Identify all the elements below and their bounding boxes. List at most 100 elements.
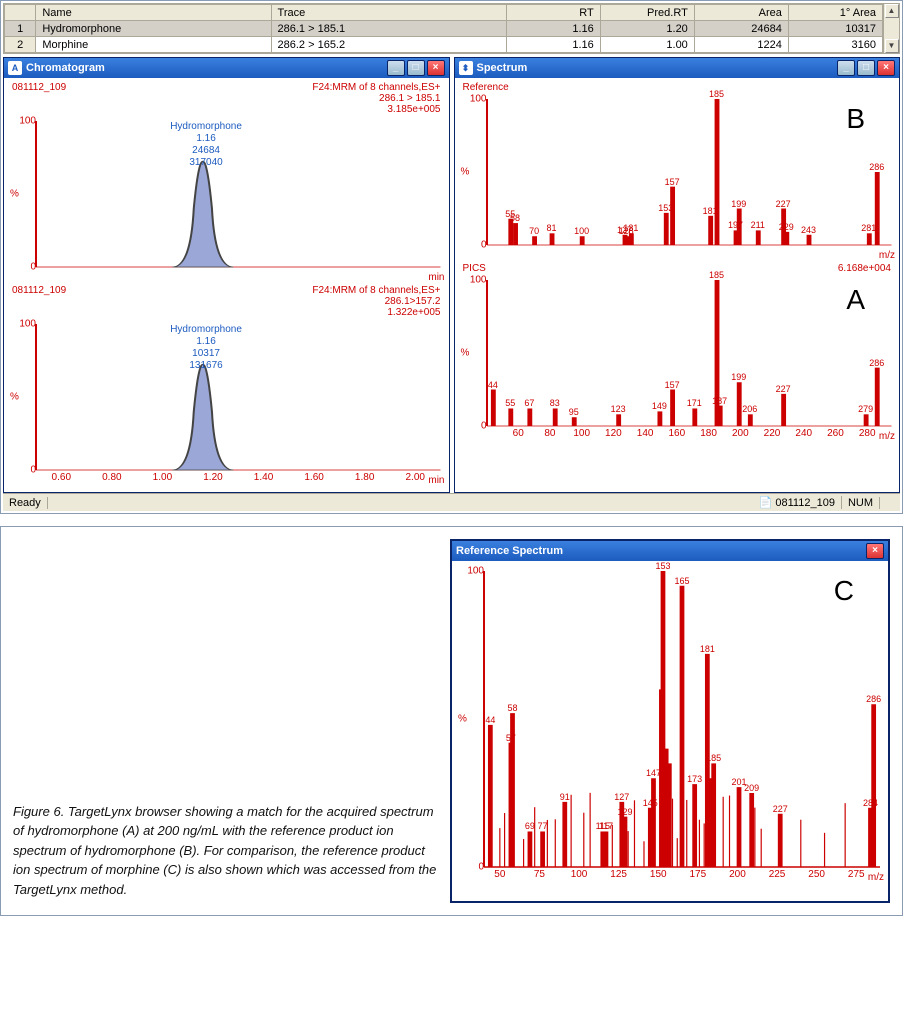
spectrum-window: ⬍ Spectrum _ □ × Reference 100 % 0 55587… xyxy=(454,57,901,493)
mz-peak-label: 77 xyxy=(538,821,548,831)
col-header-rt[interactable]: RT xyxy=(506,5,600,21)
col-header-trace[interactable]: Trace xyxy=(271,5,506,21)
peak-annotation: Hydromorphone1.1610317131676 xyxy=(166,324,246,372)
mz-peak-label: 173 xyxy=(687,774,702,784)
cell-trace: 286.2 > 165.2 xyxy=(271,37,506,53)
mz-peak-label: 185 xyxy=(709,89,724,99)
x-axis-unit: min xyxy=(428,272,444,283)
chromatogram-window: A Chromatogram _ □ × 081112_109 F24:MRM … xyxy=(3,57,450,493)
spectrum-label: PICS xyxy=(463,263,486,274)
table-scrollbar[interactable]: ▲ ▼ xyxy=(883,4,899,53)
mz-peak-label: 67 xyxy=(524,398,534,408)
mz-peak-label: 57 xyxy=(506,733,516,743)
results-table[interactable]: Name Trace RT Pred.RT Area 1° Area 1 Hyd… xyxy=(4,4,883,53)
col-header-name[interactable]: Name xyxy=(36,5,271,21)
table-row[interactable]: 1 Hydromorphone 286.1 > 185.1 1.16 1.20 … xyxy=(5,21,883,37)
mz-peak-label: 279 xyxy=(858,404,873,414)
mz-peak-label: 197 xyxy=(728,220,743,230)
mz-peak-label: 70 xyxy=(529,226,539,236)
figure-caption: Figure 6. TargetLynx browser showing a m… xyxy=(13,802,438,904)
table-header-row: Name Trace RT Pred.RT Area 1° Area xyxy=(5,5,883,21)
mz-peak-label: 209 xyxy=(744,783,759,793)
maximize-button[interactable]: □ xyxy=(407,60,425,76)
results-table-wrap: Name Trace RT Pred.RT Area 1° Area 1 Hyd… xyxy=(3,3,900,54)
scroll-up-icon[interactable]: ▲ xyxy=(885,4,899,18)
status-bar: Ready 📄 081112_109 NUM xyxy=(3,493,900,511)
mz-peak-label: 131 xyxy=(623,223,638,233)
mz-peak-label: 149 xyxy=(652,401,667,411)
spectrum-intensity: 6.168e+004 xyxy=(838,263,891,274)
spectrum-titlebar[interactable]: ⬍ Spectrum _ □ × xyxy=(455,58,900,78)
chromatogram-title: Chromatogram xyxy=(26,62,105,74)
mz-peak-label: 171 xyxy=(687,398,702,408)
mz-peak-label: 44 xyxy=(485,715,495,725)
col-header-num[interactable] xyxy=(5,5,36,21)
mz-peak-label: 81 xyxy=(547,223,557,233)
spectrum-body: Reference 100 % 0 5558708110012712813115… xyxy=(455,78,900,448)
mz-peak-label: 58 xyxy=(507,703,517,713)
panel-letter: A xyxy=(846,284,865,316)
panel-letter: C xyxy=(834,575,854,607)
chromatogram-body: 081112_109 F24:MRM of 8 channels,ES+286.… xyxy=(4,78,449,492)
mz-peak-label: 58 xyxy=(510,213,520,223)
x-axis-unit: m/z xyxy=(879,250,895,261)
cell-parea: 3160 xyxy=(788,37,882,53)
reference-spectrum-title: Reference Spectrum xyxy=(456,545,563,557)
mz-peak-label: 91 xyxy=(560,792,570,802)
table-row[interactable]: 2 Morphine 286.2 > 165.2 1.16 1.00 1224 … xyxy=(5,37,883,53)
mz-peak-label: 127 xyxy=(614,792,629,802)
mz-peak-label: 286 xyxy=(869,358,884,368)
status-ready: Ready xyxy=(3,497,48,509)
chromatogram-titlebar[interactable]: A Chromatogram _ □ × xyxy=(4,58,449,78)
scroll-down-icon[interactable]: ▼ xyxy=(885,39,899,53)
status-sample: 📄 081112_109 xyxy=(753,496,842,509)
trace-info: F24:MRM of 8 channels,ES+286.1>157.21.32… xyxy=(312,285,440,318)
mz-peak-label: 95 xyxy=(569,407,579,417)
maximize-button[interactable]: □ xyxy=(857,60,875,76)
row-num: 1 xyxy=(5,21,36,37)
mz-peak-label: 286 xyxy=(866,694,881,704)
mz-peak-label: 284 xyxy=(863,798,878,808)
mz-peak-label: 129 xyxy=(617,807,632,817)
mz-peak-label: 83 xyxy=(550,398,560,408)
spectrum-label: Reference xyxy=(463,82,509,93)
col-header-area[interactable]: Area xyxy=(694,5,788,21)
col-header-parea[interactable]: 1° Area xyxy=(788,5,882,21)
mz-peak-label: 243 xyxy=(801,225,816,235)
chromatogram-icon: A xyxy=(8,61,22,75)
panel-letter: B xyxy=(846,103,865,135)
mz-peak-label: 199 xyxy=(731,372,746,382)
mz-peak-label: 123 xyxy=(611,404,626,414)
sample-id: 081112_109 xyxy=(12,285,66,318)
mz-peak-label: 100 xyxy=(574,226,589,236)
cell-rt: 1.16 xyxy=(506,21,600,37)
cell-trace: 286.1 > 185.1 xyxy=(271,21,506,37)
close-button[interactable]: × xyxy=(427,60,445,76)
mz-peak-label: 211 xyxy=(751,220,765,230)
cell-predrt: 1.20 xyxy=(600,21,694,37)
mz-peak-label: 227 xyxy=(773,804,788,814)
mz-peak-label: 145 xyxy=(643,798,658,808)
close-button[interactable]: × xyxy=(877,60,895,76)
status-num: NUM xyxy=(842,497,880,509)
mz-peak-label: 157 xyxy=(665,177,680,187)
cell-name: Hydromorphone xyxy=(36,21,271,37)
minimize-button[interactable]: _ xyxy=(387,60,405,76)
mz-peak-label: 147 xyxy=(646,768,661,778)
mz-peak-label: 55 xyxy=(505,398,515,408)
peak-annotation: Hydromorphone1.1624684317040 xyxy=(166,121,246,169)
row-num: 2 xyxy=(5,37,36,53)
trace-info: F24:MRM of 8 channels,ES+286.1 > 185.13.… xyxy=(312,82,440,115)
minimize-button[interactable]: _ xyxy=(837,60,855,76)
reference-spectrum-titlebar[interactable]: Reference Spectrum × xyxy=(452,541,888,561)
cell-predrt: 1.00 xyxy=(600,37,694,53)
mz-peak-label: 185 xyxy=(706,753,721,763)
mz-peak-label: 229 xyxy=(779,222,794,232)
mz-peak-label: 69 xyxy=(525,821,535,831)
mz-peak-label: 44 xyxy=(488,380,498,390)
close-button[interactable]: × xyxy=(866,543,884,559)
col-header-predrt[interactable]: Pred.RT xyxy=(600,5,694,21)
cell-area: 24684 xyxy=(694,21,788,37)
spectrum-icon: ⬍ xyxy=(459,61,473,75)
reference-spectrum-window: Reference Spectrum × 100 % 0 44575869779… xyxy=(450,539,890,903)
